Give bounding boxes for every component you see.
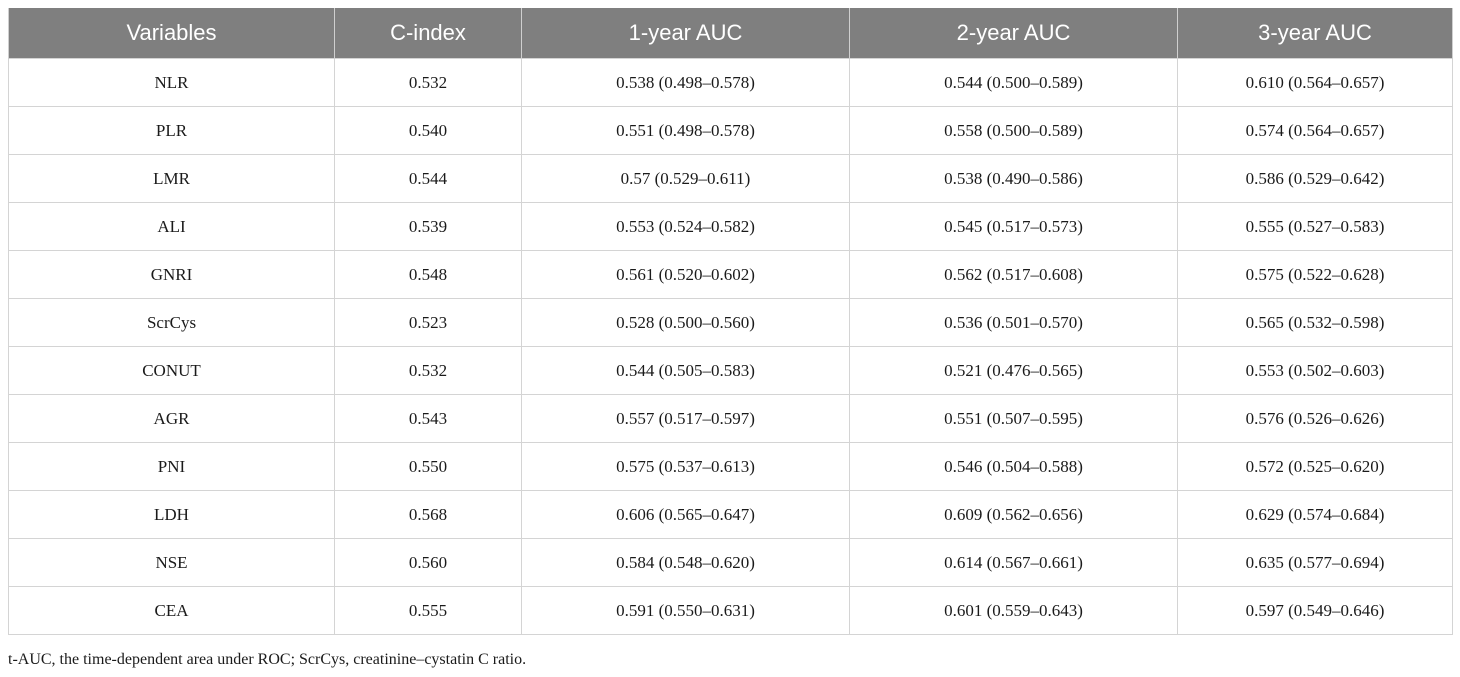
cell-1-year-auc: 0.557 (0.517–0.597): [521, 394, 850, 443]
cell-c-index: 0.532: [334, 346, 522, 395]
cell-variable: LMR: [8, 154, 335, 203]
cell-variable: CONUT: [8, 346, 335, 395]
table-row: CONUT 0.532 0.544 (0.505–0.583) 0.521 (0.47…: [8, 346, 1453, 395]
cell-c-index: 0.540: [334, 106, 522, 155]
table-row: LMR 0.544 0.57 (0.529–0.611) 0.538 (0.490–0…: [8, 154, 1453, 203]
cell-2-year-auc: 0.538 (0.490–0.586): [849, 154, 1178, 203]
table-row: NLR 0.532 0.538 (0.498–0.578) 0.544 (0.500–…: [8, 58, 1453, 107]
cell-2-year-auc: 0.545 (0.517–0.573): [849, 202, 1178, 251]
cell-3-year-auc: 0.555 (0.527–0.583): [1177, 202, 1453, 251]
cell-2-year-auc: 0.536 (0.501–0.570): [849, 298, 1178, 347]
cell-2-year-auc: 0.558 (0.500–0.589): [849, 106, 1178, 155]
cell-c-index: 0.568: [334, 490, 522, 539]
cell-2-year-auc: 0.601 (0.559–0.643): [849, 586, 1178, 635]
cell-variable: ScrCys: [8, 298, 335, 347]
cell-1-year-auc: 0.584 (0.548–0.620): [521, 538, 850, 587]
header-1-year-auc: 1-year AUC: [521, 8, 850, 59]
cell-1-year-auc: 0.544 (0.505–0.583): [521, 346, 850, 395]
cell-1-year-auc: 0.553 (0.524–0.582): [521, 202, 850, 251]
table-body: NLR 0.532 0.538 (0.498–0.578) 0.544 (0.500–…: [8, 58, 1453, 635]
cell-3-year-auc: 0.610 (0.564–0.657): [1177, 58, 1453, 107]
cell-variable: CEA: [8, 586, 335, 635]
cell-c-index: 0.560: [334, 538, 522, 587]
cell-2-year-auc: 0.546 (0.504–0.588): [849, 442, 1178, 491]
cell-2-year-auc: 0.551 (0.507–0.595): [849, 394, 1178, 443]
header-3-year-auc: 3-year AUC: [1177, 8, 1453, 59]
cell-2-year-auc: 0.614 (0.567–0.661): [849, 538, 1178, 587]
cell-c-index: 0.543: [334, 394, 522, 443]
cell-variable: ALI: [8, 202, 335, 251]
cell-3-year-auc: 0.586 (0.529–0.642): [1177, 154, 1453, 203]
cell-variable: GNRI: [8, 250, 335, 299]
cell-variable: PNI: [8, 442, 335, 491]
cell-c-index: 0.544: [334, 154, 522, 203]
cell-3-year-auc: 0.597 (0.549–0.646): [1177, 586, 1453, 635]
cell-c-index: 0.555: [334, 586, 522, 635]
cell-variable: NLR: [8, 58, 335, 107]
results-table: Variables C-index 1-year AUC 2-year AUC …: [8, 8, 1453, 635]
cell-3-year-auc: 0.575 (0.522–0.628): [1177, 250, 1453, 299]
table-row: ALI 0.539 0.553 (0.524–0.582) 0.545 (0.517–…: [8, 202, 1453, 251]
cell-1-year-auc: 0.561 (0.520–0.602): [521, 250, 850, 299]
table-row: LDH 0.568 0.606 (0.565–0.647) 0.609 (0.562–…: [8, 490, 1453, 539]
cell-1-year-auc: 0.57 (0.529–0.611): [521, 154, 850, 203]
cell-2-year-auc: 0.544 (0.500–0.589): [849, 58, 1178, 107]
cell-1-year-auc: 0.606 (0.565–0.647): [521, 490, 850, 539]
table-row: PNI 0.550 0.575 (0.537–0.613) 0.546 (0.504–…: [8, 442, 1453, 491]
cell-2-year-auc: 0.562 (0.517–0.608): [849, 250, 1178, 299]
cell-variable: AGR: [8, 394, 335, 443]
cell-3-year-auc: 0.565 (0.532–0.598): [1177, 298, 1453, 347]
header-variables: Variables: [8, 8, 335, 59]
cell-c-index: 0.523: [334, 298, 522, 347]
table-header: Variables C-index 1-year AUC 2-year AUC …: [8, 8, 1453, 59]
cell-variable: LDH: [8, 490, 335, 539]
table-row: AGR 0.543 0.557 (0.517–0.597) 0.551 (0.507–…: [8, 394, 1453, 443]
cell-3-year-auc: 0.629 (0.574–0.684): [1177, 490, 1453, 539]
table-row: CEA 0.555 0.591 (0.550–0.631) 0.601 (0.559–…: [8, 586, 1453, 635]
cell-3-year-auc: 0.553 (0.502–0.603): [1177, 346, 1453, 395]
cell-1-year-auc: 0.538 (0.498–0.578): [521, 58, 850, 107]
cell-1-year-auc: 0.575 (0.537–0.613): [521, 442, 850, 491]
cell-3-year-auc: 0.576 (0.526–0.626): [1177, 394, 1453, 443]
cell-2-year-auc: 0.521 (0.476–0.565): [849, 346, 1178, 395]
results-table-container: Variables C-index 1-year AUC 2-year AUC …: [8, 8, 1453, 635]
table-row: NSE 0.560 0.584 (0.548–0.620) 0.614 (0.567–…: [8, 538, 1453, 587]
header-2-year-auc: 2-year AUC: [849, 8, 1178, 59]
cell-1-year-auc: 0.528 (0.500–0.560): [521, 298, 850, 347]
header-c-index: C-index: [334, 8, 522, 59]
cell-variable: NSE: [8, 538, 335, 587]
table-footnote: t-AUC, the time-dependent area under ROC…: [8, 651, 527, 668]
cell-3-year-auc: 0.574 (0.564–0.657): [1177, 106, 1453, 155]
cell-c-index: 0.548: [334, 250, 522, 299]
cell-c-index: 0.550: [334, 442, 522, 491]
cell-variable: PLR: [8, 106, 335, 155]
cell-1-year-auc: 0.591 (0.550–0.631): [521, 586, 850, 635]
cell-c-index: 0.539: [334, 202, 522, 251]
table-row: ScrCys 0.523 0.528 (0.500–0.560) 0.536 (0.5…: [8, 298, 1453, 347]
cell-3-year-auc: 0.572 (0.525–0.620): [1177, 442, 1453, 491]
cell-3-year-auc: 0.635 (0.577–0.694): [1177, 538, 1453, 587]
cell-1-year-auc: 0.551 (0.498–0.578): [521, 106, 850, 155]
table-row: GNRI 0.548 0.561 (0.520–0.602) 0.562 (0.517…: [8, 250, 1453, 299]
header-row: Variables C-index 1-year AUC 2-year AUC …: [8, 8, 1453, 59]
cell-c-index: 0.532: [334, 58, 522, 107]
table-row: PLR 0.540 0.551 (0.498–0.578) 0.558 (0.500–…: [8, 106, 1453, 155]
cell-2-year-auc: 0.609 (0.562–0.656): [849, 490, 1178, 539]
